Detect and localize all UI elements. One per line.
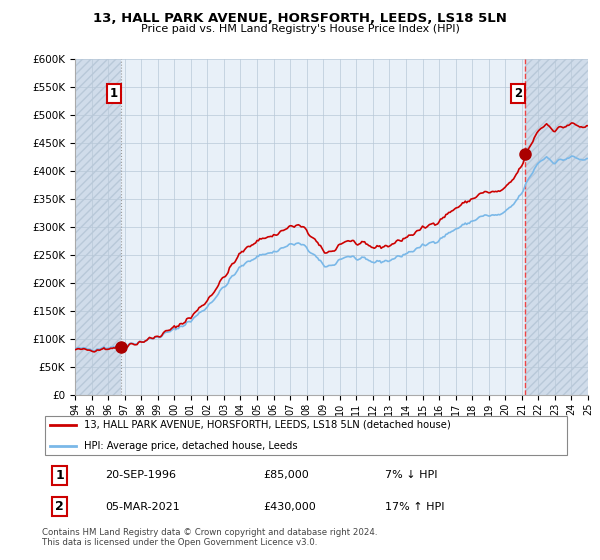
Text: £85,000: £85,000 bbox=[264, 470, 310, 480]
Text: 13, HALL PARK AVENUE, HORSFORTH, LEEDS, LS18 5LN (detached house): 13, HALL PARK AVENUE, HORSFORTH, LEEDS, … bbox=[84, 420, 451, 430]
Text: 1: 1 bbox=[55, 469, 64, 482]
Text: 20-SEP-1996: 20-SEP-1996 bbox=[106, 470, 176, 480]
Text: 2: 2 bbox=[55, 500, 64, 513]
Text: Contains HM Land Registry data © Crown copyright and database right 2024.
This d: Contains HM Land Registry data © Crown c… bbox=[42, 528, 377, 547]
Text: 13, HALL PARK AVENUE, HORSFORTH, LEEDS, LS18 5LN: 13, HALL PARK AVENUE, HORSFORTH, LEEDS, … bbox=[93, 12, 507, 25]
Text: 1: 1 bbox=[110, 87, 118, 100]
Text: HPI: Average price, detached house, Leeds: HPI: Average price, detached house, Leed… bbox=[84, 441, 298, 451]
Text: 2: 2 bbox=[514, 87, 522, 100]
Text: £430,000: £430,000 bbox=[264, 502, 317, 512]
Text: 7% ↓ HPI: 7% ↓ HPI bbox=[385, 470, 438, 480]
Text: 05-MAR-2021: 05-MAR-2021 bbox=[106, 502, 180, 512]
Text: Price paid vs. HM Land Registry's House Price Index (HPI): Price paid vs. HM Land Registry's House … bbox=[140, 24, 460, 34]
Text: 17% ↑ HPI: 17% ↑ HPI bbox=[385, 502, 445, 512]
FancyBboxPatch shape bbox=[44, 416, 568, 455]
